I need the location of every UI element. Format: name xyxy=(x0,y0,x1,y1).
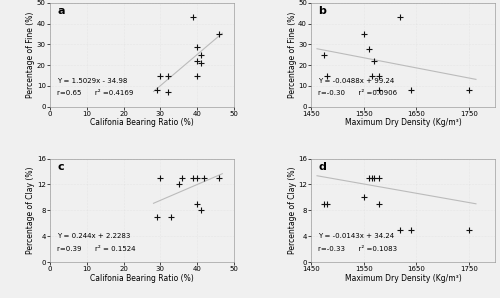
Text: r=0.65      r² =0.4169: r=0.65 r² =0.4169 xyxy=(58,90,134,96)
Point xyxy=(376,73,384,78)
Point xyxy=(407,227,415,232)
Point xyxy=(396,15,404,20)
Point xyxy=(360,32,368,36)
Text: r=-0.30      r² =0.0906: r=-0.30 r² =0.0906 xyxy=(318,90,398,96)
Point xyxy=(193,176,201,180)
Point xyxy=(360,195,368,200)
Point xyxy=(370,176,378,180)
Text: c: c xyxy=(58,162,64,172)
Point xyxy=(376,88,384,92)
Point xyxy=(193,73,201,78)
Point xyxy=(156,73,164,78)
Point xyxy=(323,201,331,206)
Point xyxy=(193,59,201,63)
Y-axis label: Percentage of Clay (%): Percentage of Clay (%) xyxy=(26,167,36,254)
Point xyxy=(376,176,384,180)
Point xyxy=(215,176,223,180)
Y-axis label: Percentage of Fine (%): Percentage of Fine (%) xyxy=(26,12,36,98)
Point xyxy=(152,215,160,219)
Text: r=0.39      r² = 0.1524: r=0.39 r² = 0.1524 xyxy=(58,246,136,252)
Point xyxy=(365,176,373,180)
X-axis label: Califonia Bearing Ratio (%): Califonia Bearing Ratio (%) xyxy=(90,118,194,127)
Text: a: a xyxy=(58,6,65,16)
Text: Y = -0.0488x + 99.24: Y = -0.0488x + 99.24 xyxy=(318,78,394,84)
Y-axis label: Percentage of Clay (%): Percentage of Clay (%) xyxy=(288,167,296,254)
X-axis label: Maximum Dry Density (Kg/m³): Maximum Dry Density (Kg/m³) xyxy=(344,274,462,283)
Point xyxy=(407,88,415,92)
Point xyxy=(190,176,198,180)
Text: d: d xyxy=(318,162,326,172)
Y-axis label: Percentage of Fine (%): Percentage of Fine (%) xyxy=(288,12,296,98)
Point xyxy=(197,52,205,57)
Point xyxy=(368,176,376,180)
Text: Y = -0.0143x + 34.24: Y = -0.0143x + 34.24 xyxy=(318,233,394,239)
Point xyxy=(156,176,164,180)
Point xyxy=(193,44,201,49)
X-axis label: Maximum Dry Density (Kg/m³): Maximum Dry Density (Kg/m³) xyxy=(344,118,462,127)
Point xyxy=(152,88,160,92)
Text: b: b xyxy=(318,6,326,16)
Point xyxy=(323,73,331,78)
Point xyxy=(200,176,208,180)
Point xyxy=(370,59,378,63)
Point xyxy=(164,90,172,94)
Point xyxy=(168,215,175,219)
Point xyxy=(396,227,404,232)
Point xyxy=(320,52,328,57)
Text: Y = 1.5029x - 34.98: Y = 1.5029x - 34.98 xyxy=(58,78,128,84)
Point xyxy=(464,227,472,232)
Point xyxy=(320,201,328,206)
Point xyxy=(193,201,201,206)
Point xyxy=(197,208,205,213)
Point xyxy=(197,61,205,66)
Point xyxy=(376,201,384,206)
Point xyxy=(174,182,182,187)
Point xyxy=(365,46,373,51)
Point xyxy=(178,176,186,180)
Point xyxy=(368,73,376,78)
Text: Y = 0.244x + 2.2283: Y = 0.244x + 2.2283 xyxy=(58,233,130,239)
Text: r=-0.33      r² =0.1083: r=-0.33 r² =0.1083 xyxy=(318,246,398,252)
Point xyxy=(190,15,198,20)
X-axis label: Califonia Bearing Ratio (%): Califonia Bearing Ratio (%) xyxy=(90,274,194,283)
Point xyxy=(215,32,223,36)
Point xyxy=(464,88,472,92)
Point xyxy=(164,73,172,78)
